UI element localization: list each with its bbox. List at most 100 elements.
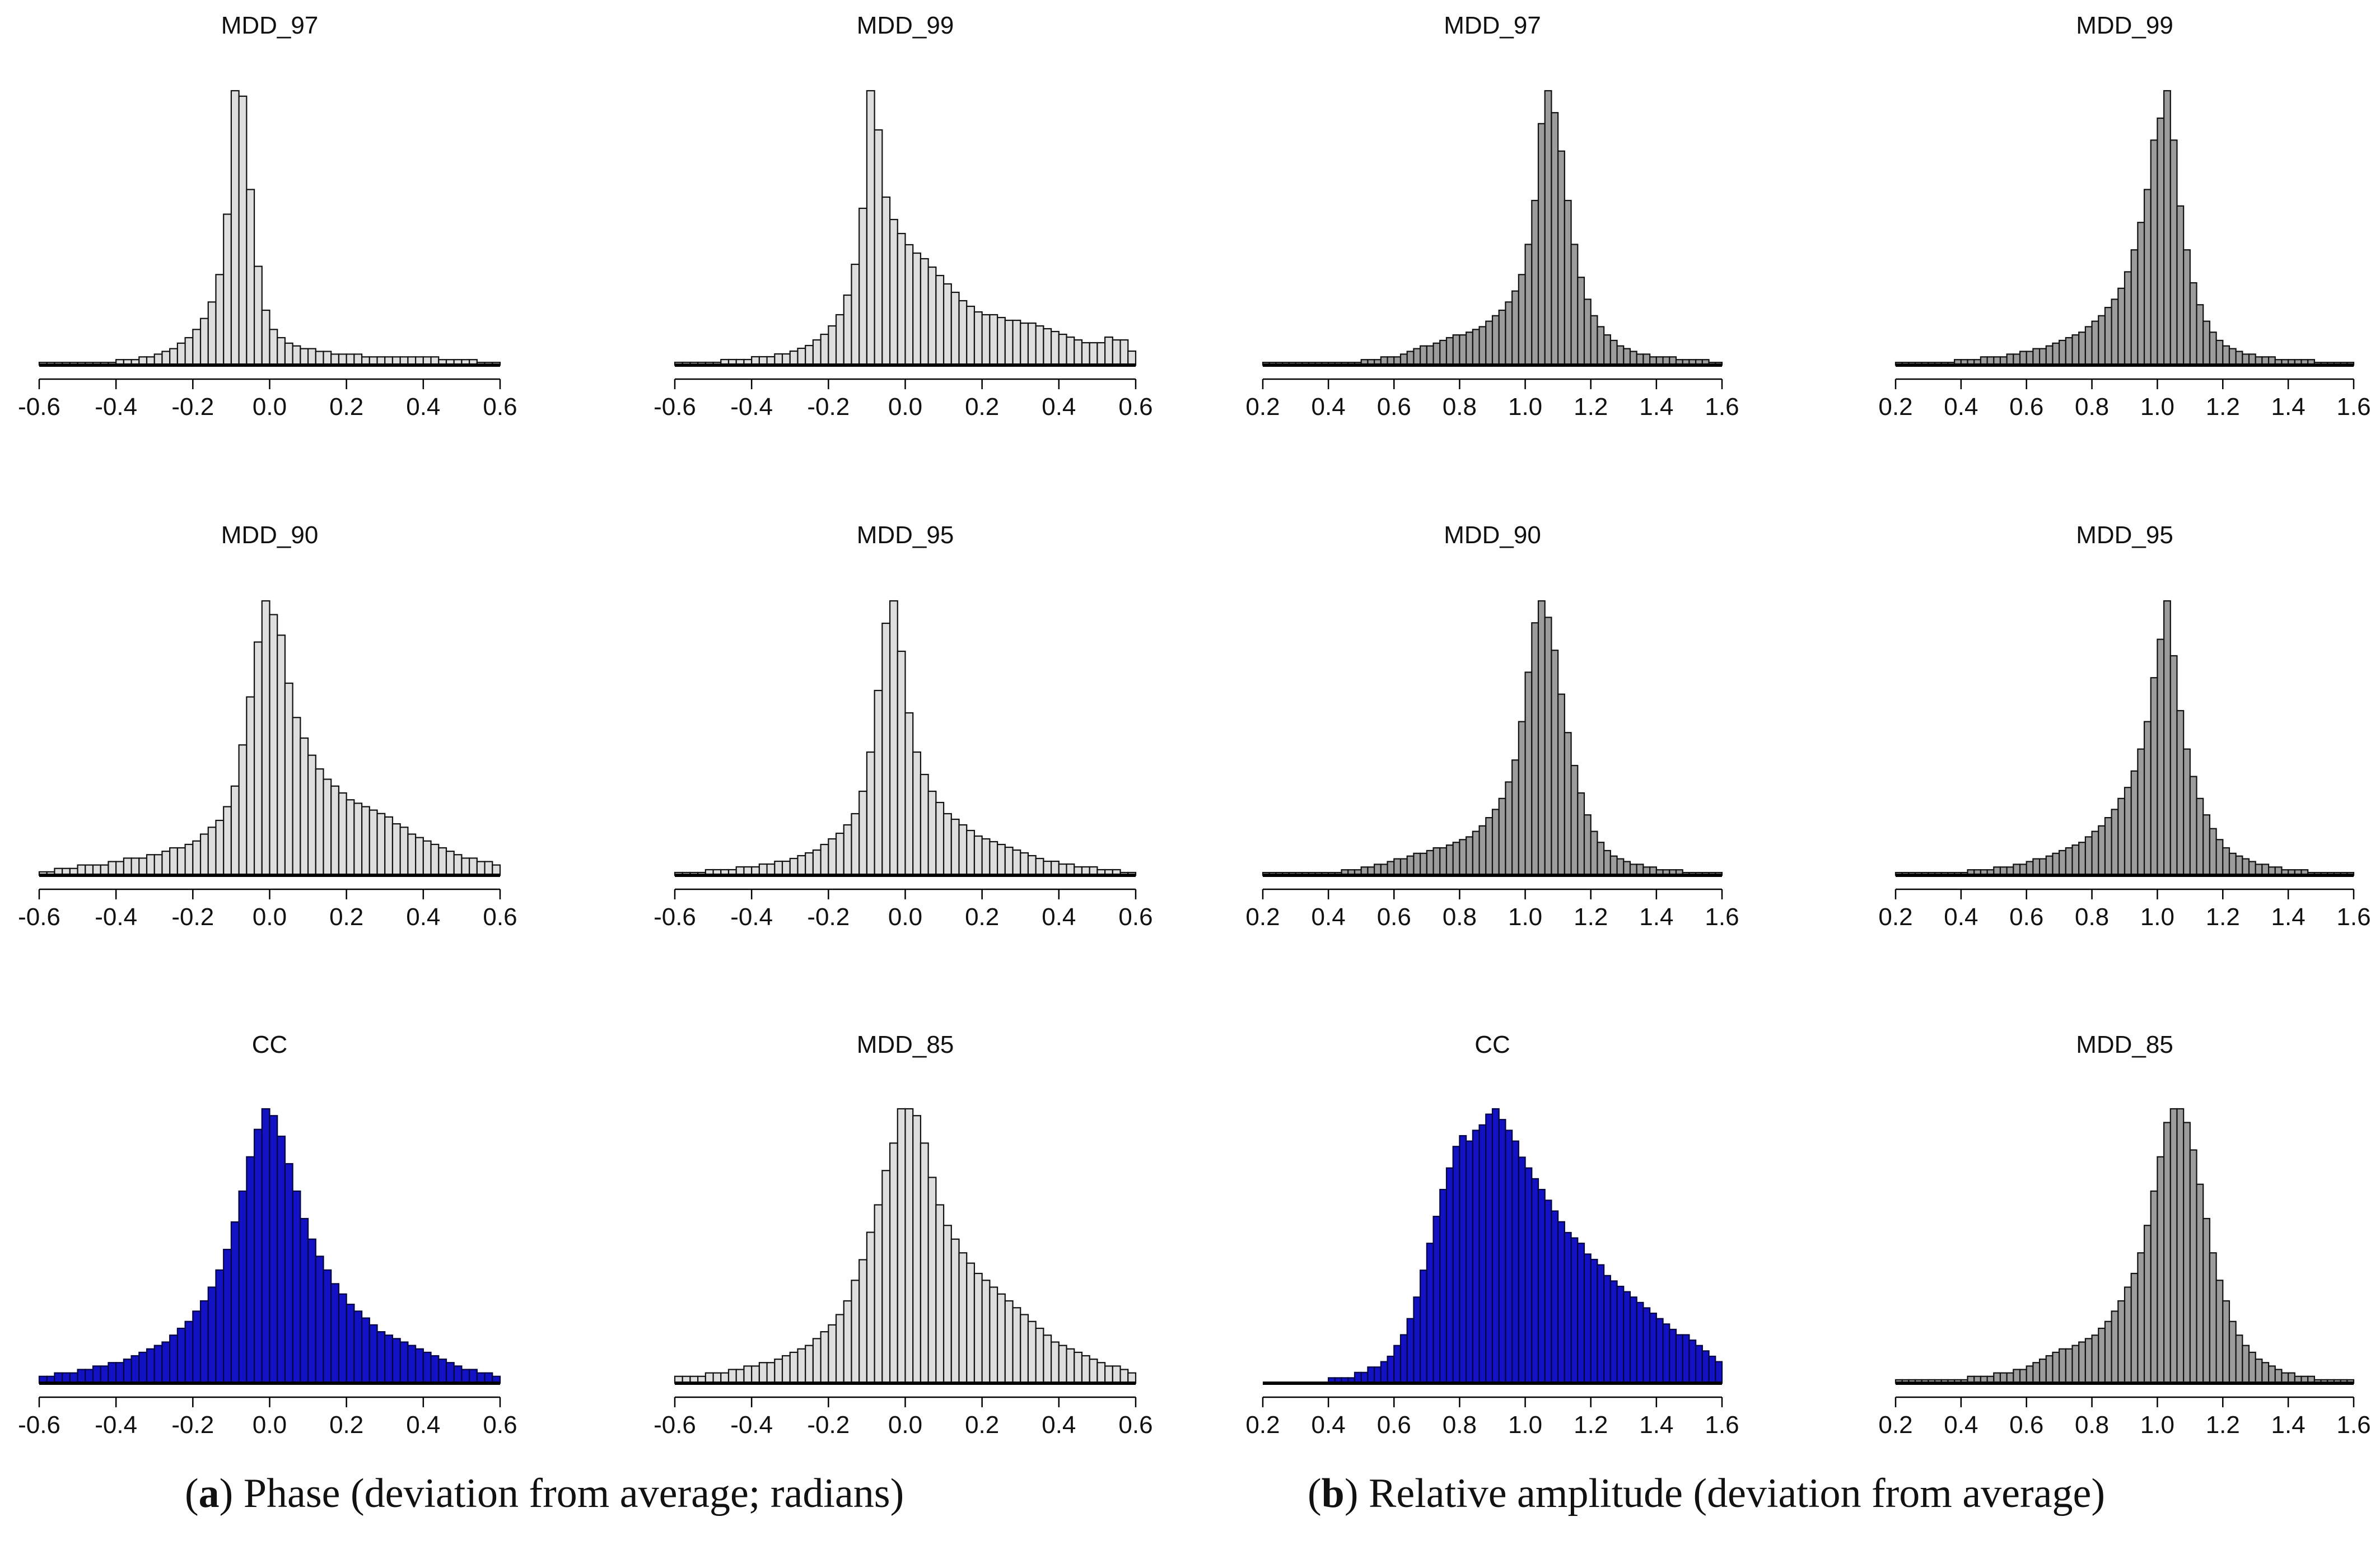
histogram-bar [361,806,370,876]
histogram-bar [307,754,316,876]
histogram-bar [889,1142,898,1384]
histogram-bar [942,1225,952,1384]
histogram-bar [1004,846,1014,876]
histogram-bar [1459,334,1467,366]
histogram-bar [2045,345,2054,366]
histogram-bar [2183,249,2191,366]
x-tick-label: 0.4 [1312,1411,1346,1439]
histogram-bar [935,274,945,366]
x-tick-label: -0.6 [654,1411,696,1439]
histogram-bar [1027,1320,1037,1384]
hist-1-a-mdd-97: MDD_97 -0.6 -0.4 -0.2 0.0 0.2 0.4 0.6 [18,12,517,421]
hist-9-a-cc: CC -0.6 -0.4 -0.2 0.0 0.2 0.4 0.6 [18,1031,517,1439]
histogram-bar [789,1351,799,1384]
histogram-bar [284,342,293,366]
histogram-bar [2065,1348,2073,1384]
histogram-bar [2209,1252,2217,1384]
histogram-bar [469,857,478,876]
histogram-bar [797,1348,806,1384]
histogram-bar [1623,348,1631,366]
histogram-bar [1043,860,1052,876]
histogram-bar [1472,1130,1480,1384]
histogram-bar [989,841,998,876]
panel-title: MDD_85 [857,1031,954,1058]
histogram-bar [1432,1216,1441,1384]
x-tick-label: 0.4 [406,393,440,421]
histogram-bar [927,790,937,876]
histogram-bar [391,1338,401,1384]
histogram-bar [2209,332,2217,366]
histogram-bar [774,1359,783,1384]
histogram-bar [323,1269,332,1384]
histogram-bar [1478,326,1487,366]
x-tick-label: 1.2 [1574,903,1608,931]
x-tick-label: 0.6 [1377,393,1411,421]
histogram-bar [215,1269,225,1384]
histogram-bar [2176,205,2185,366]
histogram-bar [966,829,976,876]
histogram-bar [2267,1365,2276,1384]
histogram-bar [422,840,432,876]
histogram-bar [253,265,263,366]
x-tick-label: 0.8 [2075,393,2109,421]
histogram-bar [2117,287,2126,366]
histogram-bar [897,232,906,366]
histogram-bar [1642,1307,1651,1384]
histogram-bar [2242,1345,2250,1384]
histogram-bar [223,1249,232,1384]
histogram-bar [2084,836,2093,876]
histogram-bar [1051,1341,1060,1384]
histogram-bar [2274,1369,2283,1384]
histogram-bar [2202,814,2211,876]
x-tick-label: 0.2 [965,1411,999,1439]
x-tick-label: -0.6 [654,903,696,931]
histogram-bar [874,689,883,876]
histogram-bar [828,325,837,366]
histogram-bar [92,1365,101,1384]
histogram-bar [950,1238,960,1384]
histogram-bar [1445,1167,1454,1384]
histogram-bar [376,813,386,876]
histogram-bar [1393,1345,1402,1384]
histogram-bar [1432,342,1441,366]
histogram-bar [812,849,822,876]
x-tick-label: 0.0 [253,1411,287,1439]
histogram-bar [2189,776,2197,876]
histogram-bar [2026,861,2034,876]
histogram-bar [1393,858,1402,876]
histogram-bar [169,1334,178,1384]
x-tick-label: 0.6 [1118,1411,1152,1439]
x-tick-label: 0.6 [2009,1411,2043,1439]
x-tick-label: 0.2 [329,1411,363,1439]
histogram-bar [1551,112,1559,366]
histogram-bar [2261,1362,2270,1384]
x-tick-label: -0.6 [18,1411,60,1439]
histogram-bar [2169,139,2178,366]
histogram-bar [1609,855,1618,876]
histogram-bar [2215,339,2224,366]
x-tick-label: -0.4 [730,1411,773,1439]
histogram-bar [1518,1156,1526,1384]
histogram-bar [1406,1318,1415,1384]
x-tick-label: -0.6 [18,393,60,421]
x-tick-label: 0.6 [1377,903,1411,931]
x-tick-label: 0.2 [1245,903,1280,931]
histogram-bar [1466,1140,1473,1384]
histogram-bar [1445,337,1454,366]
histogram-bar [1081,1355,1090,1384]
histogram-bar [2052,852,2060,876]
histogram-bar [330,785,340,876]
histogram-bar [300,1217,309,1384]
histogram-bar [2209,828,2217,876]
histogram-bar [223,213,232,366]
histogram-bar [346,799,355,876]
histogram-bar [438,847,447,876]
histogram-bar [1603,334,1611,366]
histogram-bar [1498,797,1506,876]
histogram-bar [1112,339,1121,366]
histogram-bar [2157,117,2165,366]
x-tick-label: 1.4 [1639,903,1673,931]
hist-6-a-mdd-95: MDD_95 -0.6 -0.4 -0.2 0.0 0.2 0.4 0.6 [654,521,1153,931]
histogram-bar [1472,830,1480,876]
histogram-bar [246,1156,255,1384]
